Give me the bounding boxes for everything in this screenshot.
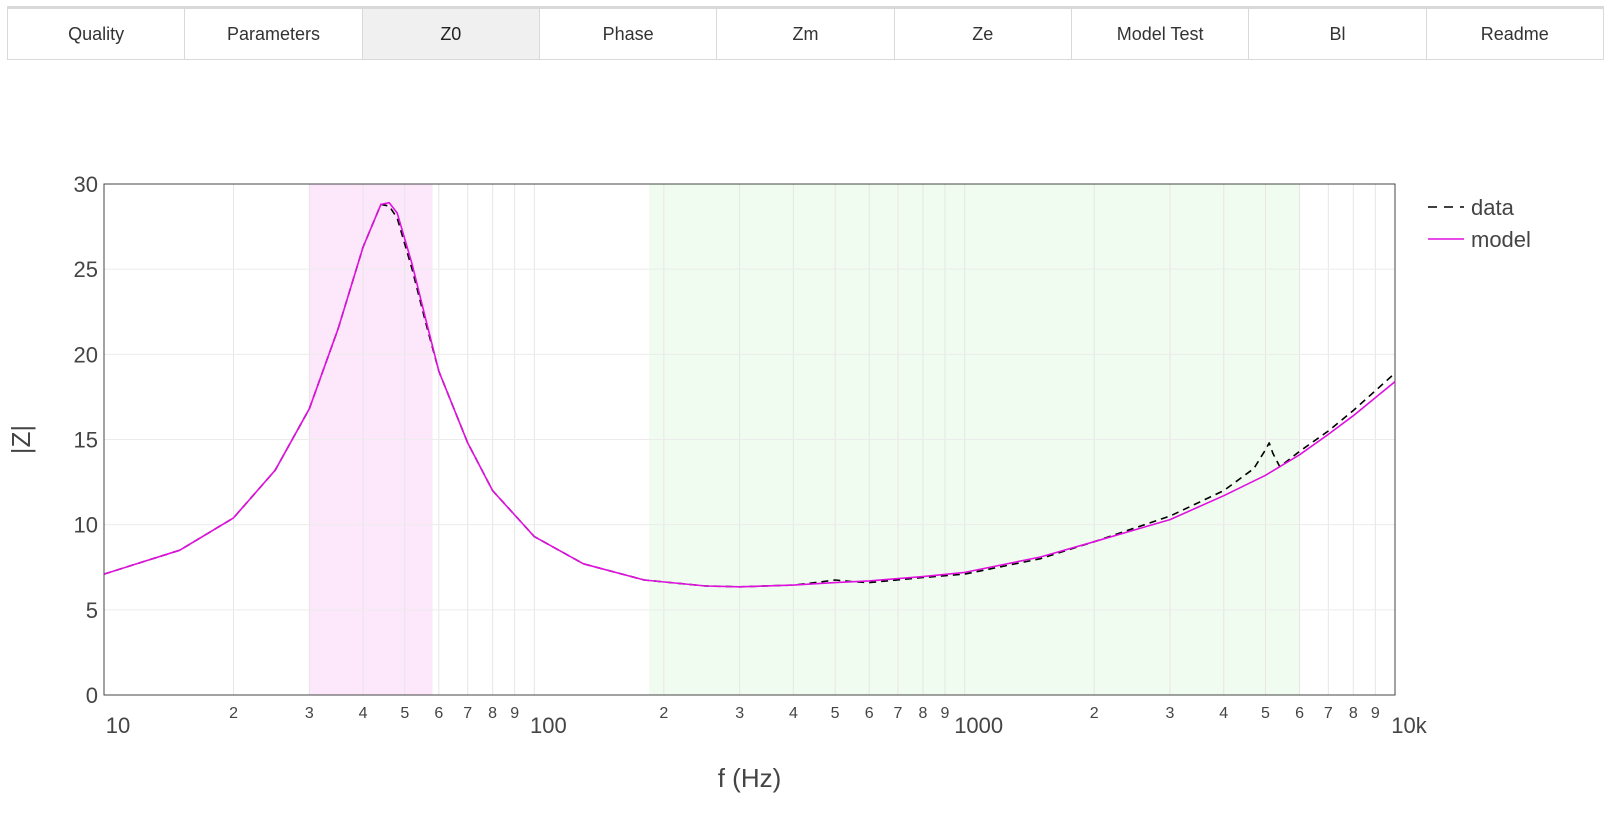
x-minor-tick-label: 3 xyxy=(1166,705,1175,722)
x-minor-tick-label: 3 xyxy=(305,705,314,722)
x-minor-tick-label: 8 xyxy=(1349,705,1358,722)
x-minor-tick-label: 9 xyxy=(1371,705,1380,722)
x-tick-label: 1000 xyxy=(954,713,1003,738)
x-minor-tick-label: 4 xyxy=(789,705,798,722)
x-minor-tick-label: 8 xyxy=(488,705,497,722)
x-minor-tick-label: 7 xyxy=(894,705,903,722)
y-tick-label: 15 xyxy=(74,428,98,453)
x-tick-label: 100 xyxy=(530,713,567,738)
x-tick-label: 10k xyxy=(1391,713,1427,738)
x-minor-tick-label: 6 xyxy=(1295,705,1304,722)
x-minor-tick-label: 4 xyxy=(359,705,368,722)
y-tick-label: 30 xyxy=(74,172,98,197)
legend-data-label: data xyxy=(1471,195,1515,220)
x-axis-label: f (Hz) xyxy=(718,763,782,793)
x-minor-tick-label: 6 xyxy=(434,705,443,722)
x-minor-tick-label: 7 xyxy=(463,705,472,722)
y-tick-label: 0 xyxy=(86,683,98,708)
tab-z0[interactable]: Z0 xyxy=(362,9,540,59)
x-minor-tick-label: 5 xyxy=(1261,705,1270,722)
series-line-model xyxy=(103,201,1396,588)
tab-parameters[interactable]: Parameters xyxy=(185,9,363,59)
x-minor-tick-label: 8 xyxy=(919,705,928,722)
x-minor-tick-label: 2 xyxy=(1090,705,1099,722)
legend-model-label: model xyxy=(1471,227,1531,252)
y-tick-label: 20 xyxy=(74,342,98,367)
x-minor-tick-label: 9 xyxy=(510,705,519,722)
tab-zm[interactable]: Zm xyxy=(717,9,895,59)
x-minor-tick-label: 5 xyxy=(400,705,409,722)
x-minor-tick-label: 5 xyxy=(831,705,840,722)
tab-readme[interactable]: Readme xyxy=(1480,23,1549,44)
x-minor-tick-label: 6 xyxy=(865,705,874,722)
y-tick-label: 5 xyxy=(86,598,98,623)
legend[interactable]: data model xyxy=(1428,195,1531,252)
tab-bl[interactable]: Bl xyxy=(1249,9,1427,59)
y-tick-label: 10 xyxy=(74,513,98,538)
x-minor-tick-label: 2 xyxy=(229,705,238,722)
y-axis-label: |Z| xyxy=(6,425,36,454)
x-minor-tick-label: 2 xyxy=(659,705,668,722)
x-minor-tick-label: 4 xyxy=(1219,705,1228,722)
x-minor-tick-label: 9 xyxy=(941,705,950,722)
tab-bar: Quality Parameters Z0 Phase Zm Ze Model … xyxy=(7,6,1604,60)
x-minor-tick-label: 3 xyxy=(735,705,744,722)
tab-phase[interactable]: Phase xyxy=(540,9,718,59)
tab-ze[interactable]: Ze xyxy=(895,9,1072,59)
y-tick-label: 25 xyxy=(74,257,98,282)
x-minor-tick-label: 7 xyxy=(1324,705,1333,722)
x-tick-label: 10 xyxy=(106,713,130,738)
plot-frame xyxy=(103,183,1396,696)
tab-quality[interactable]: Quality xyxy=(8,9,186,59)
tab-model-test[interactable]: Model Test xyxy=(1072,9,1250,59)
